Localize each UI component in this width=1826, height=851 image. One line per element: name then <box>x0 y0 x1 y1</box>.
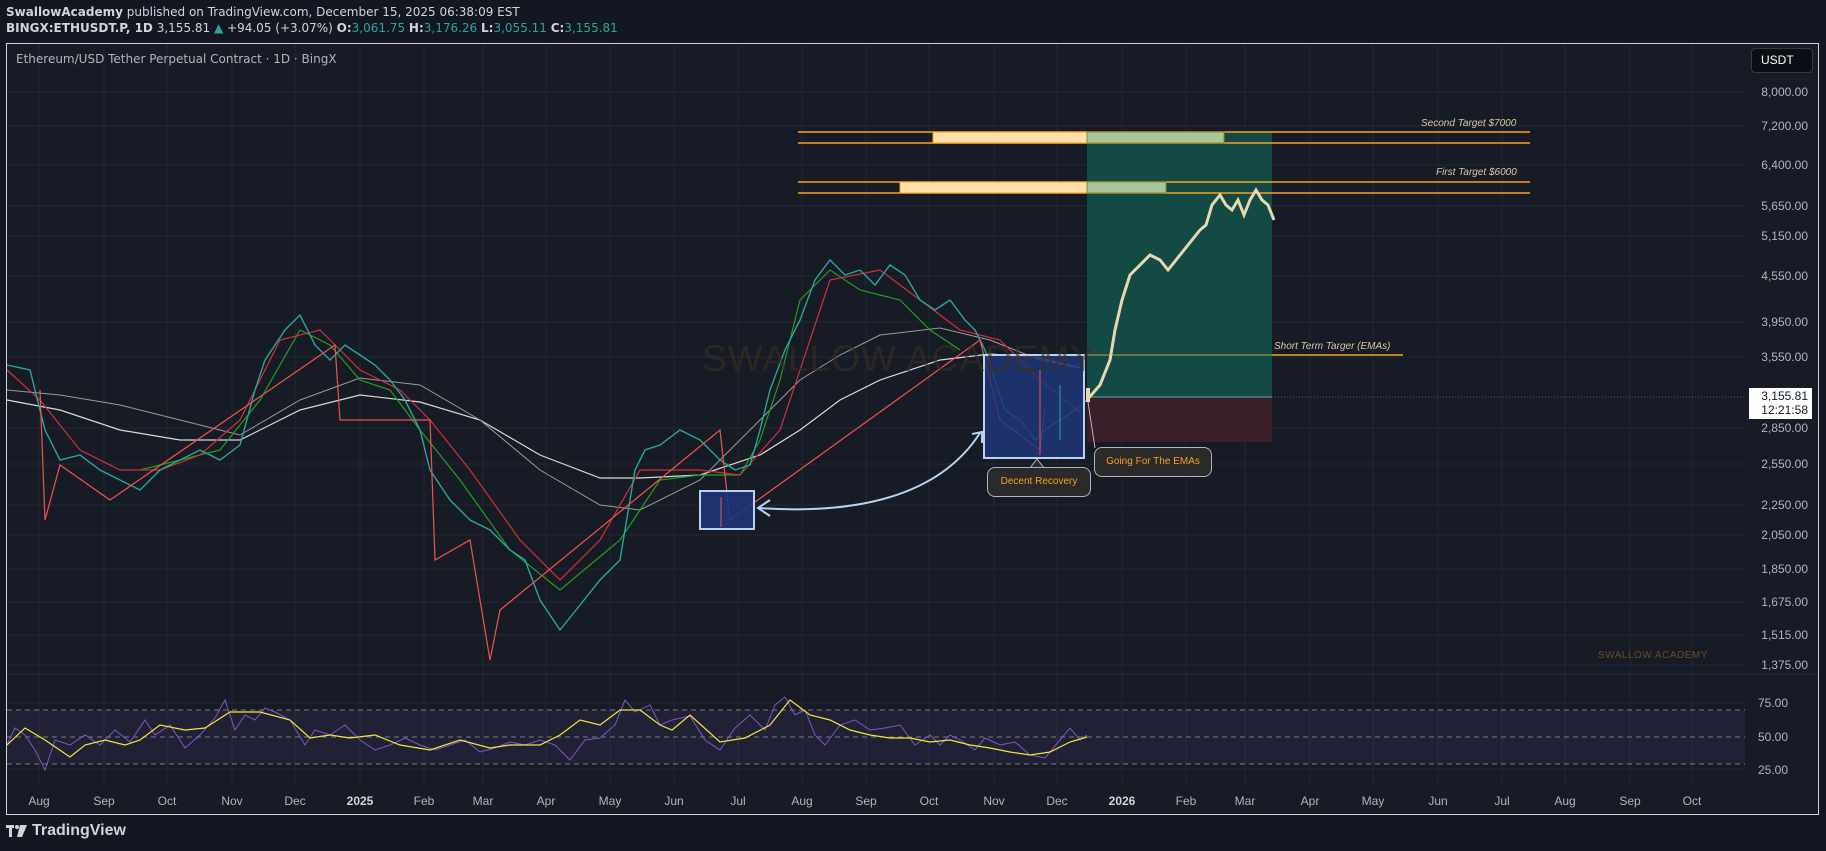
published-text: published on TradingView.com, December 1… <box>126 5 520 19</box>
x-tick: May <box>598 794 622 808</box>
x-tick: Mar <box>1234 794 1256 808</box>
x-tick: 2025 <box>346 794 374 808</box>
x-tick: Sep <box>855 794 877 808</box>
x-tick: Oct <box>1682 794 1702 808</box>
x-tick: Apr <box>536 794 556 808</box>
close-label: C: <box>550 21 565 35</box>
x-tick: 2026 <box>1108 794 1136 808</box>
quote-bar: BINGX:ETHUSDT.P, 1D 3,155.81 ▲ +94.05 (+… <box>6 20 618 36</box>
y-tick: 5,150.00 <box>1761 229 1808 243</box>
x-tick: Apr <box>1300 794 1320 808</box>
y-tick: 5,650.00 <box>1761 199 1808 213</box>
tradingview-icon <box>6 825 27 837</box>
x-tick: Sep <box>1619 794 1641 808</box>
short-term-target-label[interactable]: Short Term Targer (EMAs) <box>1274 341 1391 352</box>
curved-arrow[interactable] <box>757 432 981 511</box>
close-value: 3,155.81 <box>564 21 618 35</box>
rsi-tick: 25.00 <box>1757 763 1788 777</box>
grid <box>7 44 1745 784</box>
currency-button[interactable]: USDT <box>1751 48 1813 73</box>
profit-zone[interactable] <box>1087 132 1272 397</box>
high-value: 3,176.26 <box>423 21 478 35</box>
price-change: +94.05 (+3.07%) <box>227 21 333 35</box>
low-label: L: <box>481 21 494 35</box>
y-tick: 1,675.00 <box>1761 595 1808 609</box>
x-tick: Feb <box>413 794 435 808</box>
y-tick: 3,950.00 <box>1761 315 1808 329</box>
y-tick: 2,550.00 <box>1761 457 1808 471</box>
x-tick: May <box>1361 794 1385 808</box>
open-value: 3,061.75 <box>351 21 406 35</box>
up-triangle-icon: ▲ <box>213 21 224 35</box>
rsi-tick: 50.00 <box>1757 730 1788 744</box>
y-tick: 1,850.00 <box>1761 562 1808 576</box>
open-label: O: <box>336 21 352 35</box>
support-box[interactable] <box>699 490 755 530</box>
x-tick: Jul <box>730 794 746 808</box>
loss-zone[interactable] <box>1087 397 1272 442</box>
price-tag-value: 3,155.81 <box>1761 389 1808 403</box>
callout-going-for-emas[interactable]: Going For The EMAs <box>1094 447 1212 477</box>
x-tick: Jun <box>1428 794 1448 808</box>
y-tick: 2,050.00 <box>1761 528 1808 542</box>
bar-countdown: 12:21:58 <box>1761 403 1808 417</box>
x-tick: Aug <box>28 794 50 808</box>
y-tick: 2,850.00 <box>1761 421 1808 435</box>
chart-title: Ethereum/USD Tether Perpetual Contract ·… <box>16 52 337 66</box>
last-price: 3,155.81 <box>156 21 211 35</box>
rsi-tick: 75.00 <box>1757 696 1788 710</box>
y-tick: 1,375.00 <box>1761 658 1808 672</box>
author-name[interactable]: SwallowAcademy <box>6 5 123 19</box>
target-levels[interactable] <box>798 131 1530 356</box>
brand-text: TradingView <box>32 822 126 839</box>
first-target-label[interactable]: First Target $6000 <box>1436 167 1517 178</box>
x-tick: Oct <box>157 794 177 808</box>
x-tick: Oct <box>919 794 939 808</box>
x-tick: Jul <box>1494 794 1510 808</box>
y-tick: 2,250.00 <box>1761 498 1808 512</box>
tradingview-logo[interactable]: TradingView <box>6 822 126 840</box>
x-tick: Nov <box>983 794 1005 808</box>
x-tick: Sep <box>93 794 115 808</box>
x-tick: Aug <box>1554 794 1576 808</box>
last-price-tag: 3,155.81 12:21:58 <box>1749 388 1812 419</box>
x-tick: Aug <box>791 794 813 808</box>
watermark-large: SWALLOW ACADEMY <box>702 338 1096 379</box>
y-tick: 7,200.00 <box>1761 119 1808 133</box>
x-tick: Jun <box>664 794 684 808</box>
low-value: 3,055.11 <box>493 21 547 35</box>
watermark-small: SWALLOW ACADEMY <box>1598 650 1708 661</box>
y-tick: 6,400.00 <box>1761 158 1808 172</box>
x-tick: Dec <box>1046 794 1068 808</box>
high-label: H: <box>408 21 424 35</box>
chart-frame[interactable] <box>6 43 1819 815</box>
y-tick: 3,550.00 <box>1761 350 1808 364</box>
x-tick: Mar <box>472 794 494 808</box>
symbol: BINGX:ETHUSDT.P, 1D <box>6 21 153 35</box>
moving-averages <box>6 269 1081 591</box>
callout-decent-recovery[interactable]: Decent Recovery <box>987 467 1091 497</box>
x-tick: Nov <box>221 794 243 808</box>
recovery-box[interactable] <box>983 354 1085 459</box>
x-tick: Feb <box>1175 794 1197 808</box>
publish-info: SwallowAcademy published on TradingView.… <box>6 4 520 20</box>
second-target-label[interactable]: Second Target $7000 <box>1421 118 1517 129</box>
y-tick: 8,000.00 <box>1761 85 1808 99</box>
x-tick: Dec <box>284 794 306 808</box>
y-tick: 4,550.00 <box>1761 269 1808 283</box>
y-tick: 1,515.00 <box>1761 628 1808 642</box>
rsi-indicator <box>6 696 1088 772</box>
